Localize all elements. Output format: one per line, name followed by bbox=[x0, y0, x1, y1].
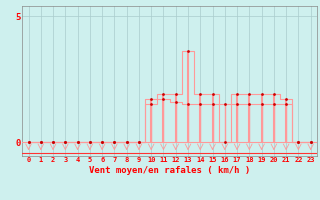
X-axis label: Vent moyen/en rafales ( km/h ): Vent moyen/en rafales ( km/h ) bbox=[89, 166, 250, 175]
